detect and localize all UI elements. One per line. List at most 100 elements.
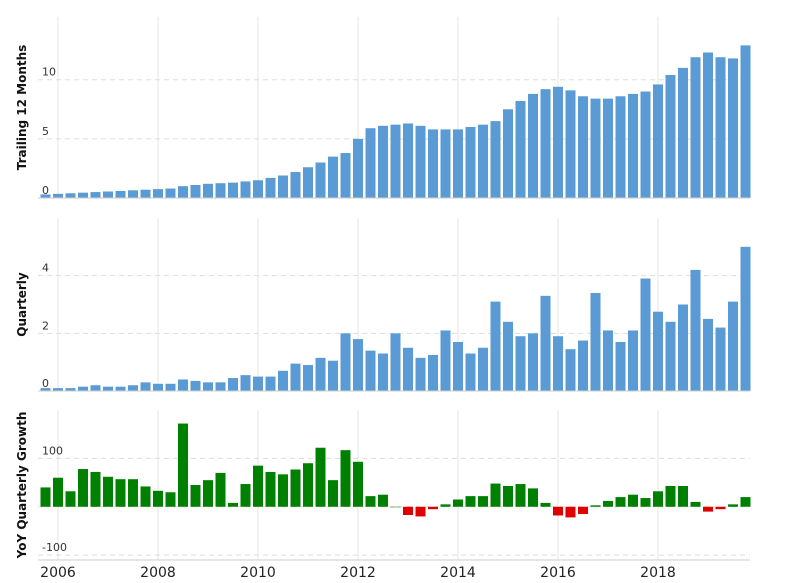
bar [215, 472, 226, 507]
bar [178, 379, 188, 391]
bar [153, 490, 163, 507]
bar [690, 269, 701, 391]
bar [303, 365, 313, 391]
bar [440, 330, 451, 391]
bar [115, 479, 126, 507]
bar [553, 86, 563, 198]
bar [678, 485, 688, 507]
bar [665, 485, 676, 507]
bar [615, 497, 626, 507]
bar [565, 349, 576, 391]
bar [128, 479, 138, 507]
bar [528, 333, 538, 391]
bar [228, 378, 238, 391]
bar [228, 182, 238, 198]
bar [240, 484, 251, 507]
bar [365, 350, 376, 391]
x-tick-label: 2016 [540, 565, 576, 581]
bar [628, 93, 638, 198]
bar [428, 129, 438, 198]
y-tick-label: 10 [42, 66, 56, 79]
bar [240, 181, 251, 198]
y-axis-title: Trailing 12 Months [15, 45, 29, 171]
bar [478, 347, 488, 391]
bar [540, 295, 551, 391]
bar [265, 471, 276, 507]
bar [53, 193, 63, 198]
bar [190, 380, 201, 391]
x-tick-label: 2008 [140, 565, 176, 581]
bar [378, 353, 388, 391]
bar [440, 504, 451, 507]
x-tick-label: 2010 [240, 565, 276, 581]
bar [728, 301, 738, 391]
bar [253, 465, 263, 507]
bar [578, 506, 588, 515]
bar [515, 484, 526, 507]
x-tick-label: 2012 [340, 565, 376, 581]
bar [203, 382, 213, 391]
bar [328, 480, 338, 507]
bar [653, 311, 663, 391]
bar [490, 121, 501, 198]
bar [578, 340, 588, 391]
bar [703, 52, 713, 198]
bar [665, 321, 676, 391]
bar [628, 494, 638, 507]
bar [365, 128, 376, 198]
bar [315, 357, 326, 391]
bar [115, 190, 126, 198]
bar [465, 127, 476, 198]
bar [65, 491, 76, 507]
bar [678, 67, 688, 198]
bar [190, 184, 201, 198]
bar [640, 91, 651, 198]
bar [603, 500, 613, 507]
bar [278, 474, 288, 507]
bar [703, 318, 713, 391]
bar [40, 194, 51, 198]
bar [278, 370, 288, 391]
bar [203, 183, 213, 198]
y-tick-label: 0 [42, 184, 49, 197]
bar [190, 485, 201, 507]
bar [78, 386, 88, 391]
x-tick-label: 2018 [640, 565, 676, 581]
bar [740, 246, 751, 391]
bar [453, 499, 463, 507]
bar [728, 504, 738, 507]
bar [140, 486, 151, 507]
bar [340, 450, 351, 507]
bar [478, 124, 488, 198]
bar [365, 496, 376, 507]
bar [553, 336, 563, 391]
bar [303, 463, 313, 507]
bar [315, 162, 326, 198]
bar [628, 330, 638, 391]
bar [90, 192, 101, 198]
bar [615, 341, 626, 391]
bar [390, 124, 401, 198]
bar [215, 382, 226, 391]
bar [453, 341, 463, 391]
bar [353, 138, 363, 198]
bar [740, 497, 751, 507]
bar [328, 360, 338, 391]
bar [378, 125, 388, 198]
bar [290, 363, 301, 391]
bar [515, 100, 526, 198]
bar [465, 496, 476, 507]
bar [90, 471, 101, 507]
bar [153, 383, 163, 391]
bar [528, 488, 538, 507]
bar [353, 461, 363, 507]
bar [240, 375, 251, 391]
bar [390, 333, 401, 391]
bar [165, 383, 176, 391]
bar [53, 388, 63, 391]
bar [165, 492, 176, 507]
bar [65, 193, 76, 198]
bar [53, 477, 63, 507]
bar [715, 57, 726, 198]
bar [715, 506, 726, 510]
